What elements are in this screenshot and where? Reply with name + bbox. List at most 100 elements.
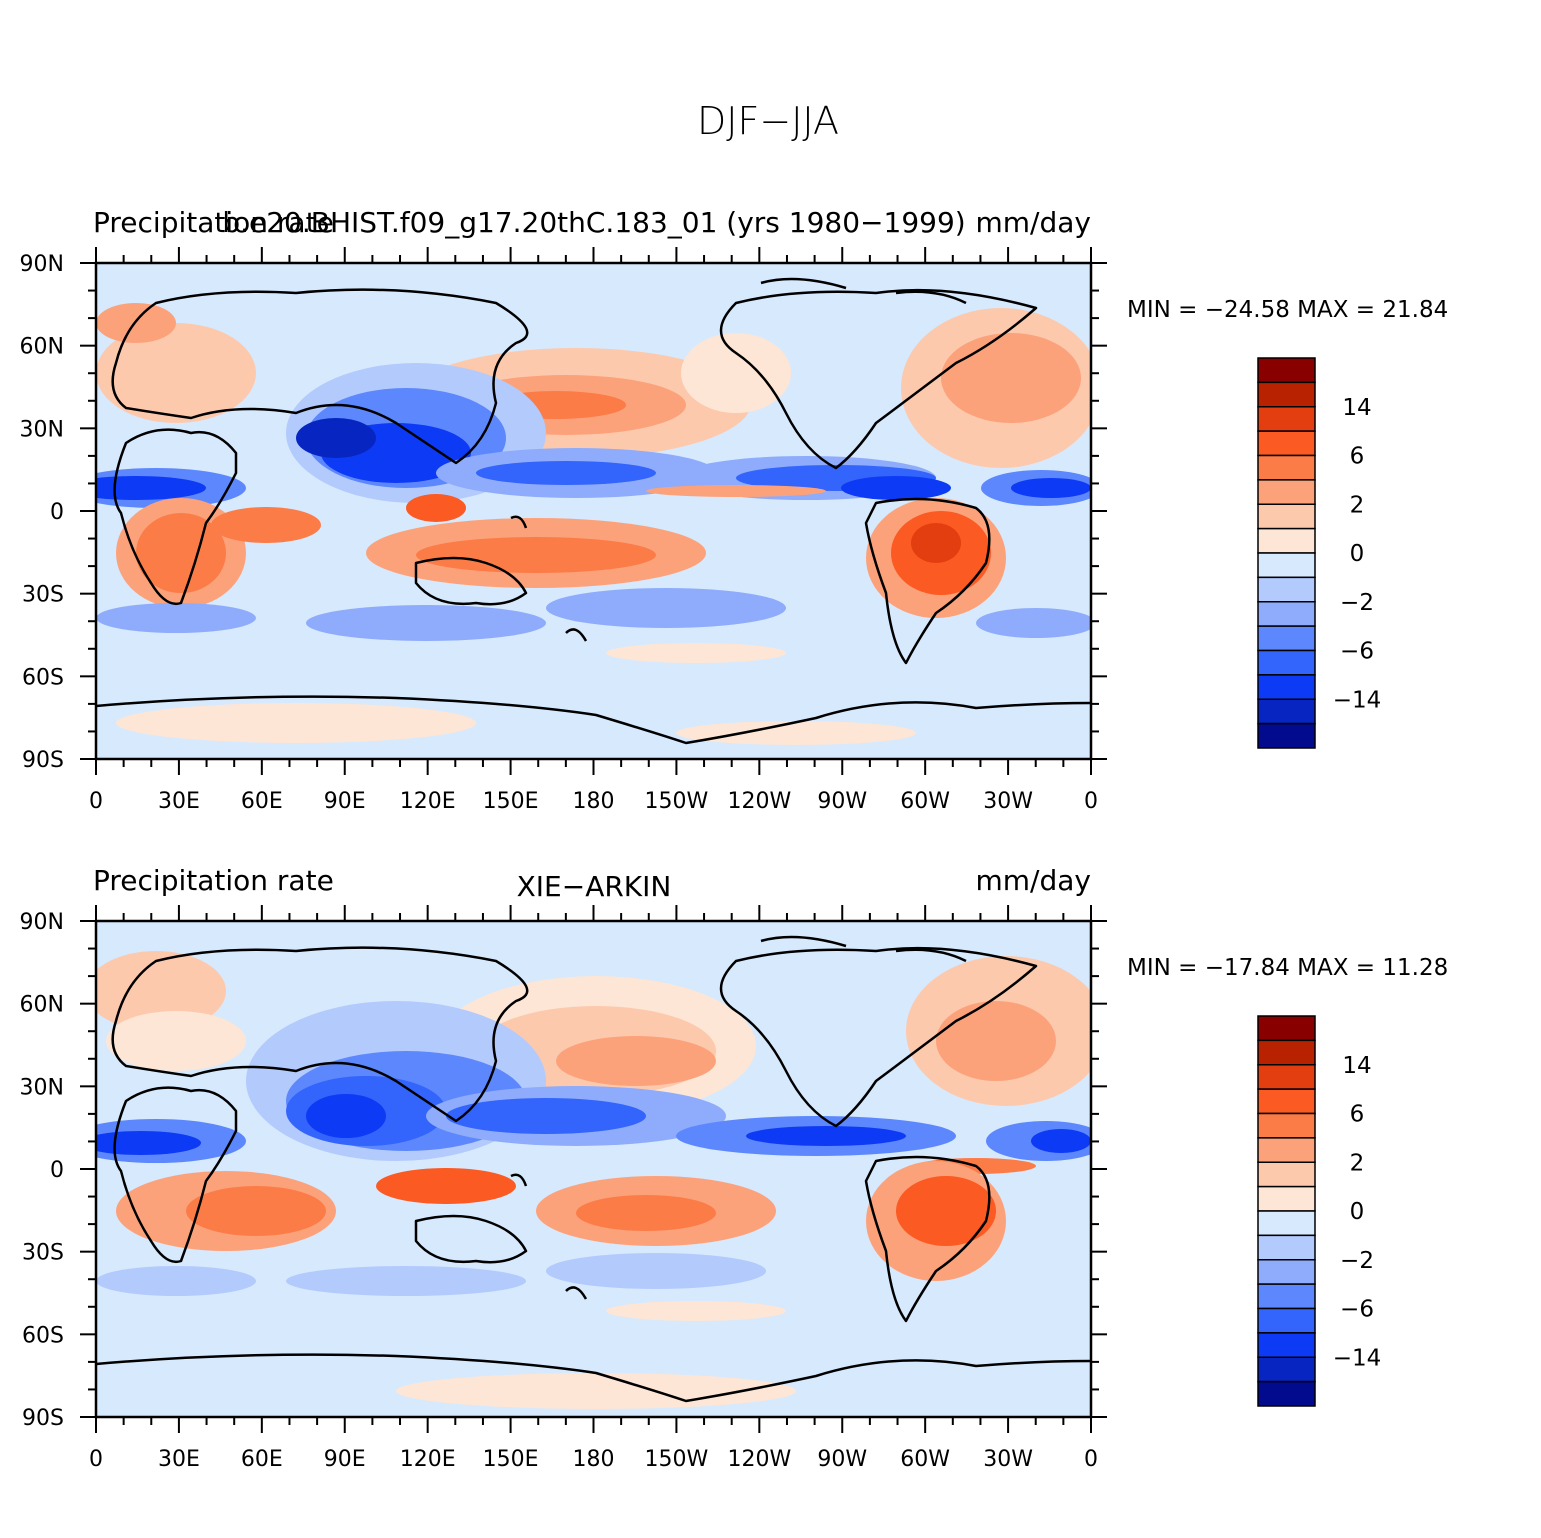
colorbar-swatch	[1257, 625, 1316, 652]
lat-label: 90S	[22, 748, 64, 773]
precip-map	[96, 263, 1091, 759]
colorbar-label: −14	[1333, 687, 1382, 713]
colorbar-swatch	[1257, 1259, 1316, 1285]
lon-label: 150E	[483, 1447, 539, 1472]
lon-label: 120W	[727, 1447, 791, 1472]
colorbar-swatch	[1257, 1112, 1316, 1139]
lon-axis-labels: 0 30E 60E 90E 120E 150E 180 150W 120W 90W 60W 30W 0	[89, 1447, 1098, 1472]
lat-label: 0	[50, 1158, 64, 1183]
lat-label: 90N	[20, 910, 64, 935]
lon-label: 30E	[158, 789, 200, 814]
colorbar-swatch	[1257, 503, 1316, 530]
lon-label: 60E	[241, 789, 283, 814]
lon-label: 0	[1084, 789, 1098, 814]
lat-label: 60S	[22, 665, 64, 690]
lon-label: 30W	[983, 1447, 1033, 1472]
colorbar-label: −6	[1340, 639, 1374, 665]
colorbar-swatch	[1257, 674, 1316, 700]
panel-left-label: Precipitation rate	[93, 864, 334, 897]
lon-label: 120E	[400, 1447, 456, 1472]
lat-label: 90S	[22, 1406, 64, 1431]
colorbar-label: 0	[1350, 541, 1365, 567]
lon-axis-labels: 0 30E 60E 90E 120E 150E 180 150W 120W 90W 60W 30W 0	[89, 789, 1098, 814]
colorbar-swatch	[1257, 601, 1316, 627]
lat-axis-labels: 90N 60N 30N 0 30S 60S 90S	[20, 910, 64, 1431]
min-max-label: MIN = −17.84 MAX = 11.28	[1127, 955, 1448, 981]
lat-axis-labels: 90N 60N 30N 0 30S 60S 90S	[20, 252, 64, 773]
colorbar-label: −2	[1340, 1248, 1374, 1274]
colorbar-swatch	[1257, 1210, 1316, 1237]
colorbar-label: 6	[1350, 1102, 1365, 1128]
colorbar-label: 14	[1342, 395, 1371, 421]
colorbar-label: 14	[1342, 1053, 1371, 1079]
lat-label: 30S	[22, 583, 64, 608]
colorbar-swatch	[1257, 527, 1316, 554]
lat-label: 30N	[20, 1075, 64, 1100]
lon-label: 150W	[645, 1447, 709, 1472]
lat-label: 0	[50, 500, 64, 525]
colorbar-label: 2	[1350, 1150, 1365, 1176]
colorbar-swatch	[1257, 698, 1316, 725]
colorbar-swatch	[1257, 406, 1316, 432]
colorbar-swatch	[1257, 1283, 1316, 1310]
colorbar-swatch	[1257, 1356, 1316, 1383]
panel-center-label: XIE−ARKIN	[517, 870, 672, 903]
colorbar-swatch	[1257, 1234, 1316, 1261]
colorbar-swatch	[1257, 381, 1316, 408]
colorbar-swatch	[1257, 1161, 1316, 1188]
colorbar-label: 0	[1350, 1199, 1365, 1225]
colorbar-label: −6	[1340, 1297, 1374, 1323]
colorbar-label: 6	[1350, 444, 1365, 470]
colorbar-label: −14	[1333, 1345, 1382, 1371]
colorbar-swatch	[1257, 1039, 1316, 1066]
lon-label: 90E	[324, 789, 366, 814]
colorbar-label: 2	[1350, 492, 1365, 518]
lat-label: 60N	[20, 335, 64, 360]
colorbar-label: −2	[1340, 590, 1374, 616]
lon-label: 60E	[241, 1447, 283, 1472]
lon-label: 0	[89, 789, 103, 814]
coastlines	[96, 277, 1091, 745]
colorbar-swatch	[1257, 357, 1316, 384]
panel-left-label: Precipitation rate	[93, 206, 334, 239]
colorbar: 14 6 2 0 −2 −6 −14	[1257, 1015, 1382, 1407]
coastlines	[96, 935, 1091, 1403]
colorbar: 14 6 2 0 −2 −6 −14	[1257, 357, 1382, 749]
lon-label: 30E	[158, 1447, 200, 1472]
lon-label: 90W	[817, 789, 867, 814]
colorbar-swatch	[1257, 430, 1316, 457]
map-ticks	[80, 905, 1107, 1433]
colorbar-swatch	[1257, 722, 1316, 749]
lon-label: 120E	[400, 789, 456, 814]
lat-label: 60N	[20, 993, 64, 1018]
lon-label: 180	[573, 789, 615, 814]
ocean-land-fields	[96, 303, 1091, 745]
colorbar-swatch	[1257, 479, 1316, 505]
lat-label: 60S	[22, 1323, 64, 1348]
colorbar-swatch	[1257, 1088, 1316, 1115]
colorbar-swatch	[1257, 1137, 1316, 1163]
panel-center-label: b.e20.BHIST.f09_g17.20thC.183_01 (yrs 19…	[222, 206, 965, 239]
lon-label: 0	[89, 1447, 103, 1472]
lon-label: 30W	[983, 789, 1033, 814]
panel-right-label: mm/day	[976, 864, 1092, 897]
map-ticks	[80, 247, 1107, 775]
min-max-label: MIN = −24.58 MAX = 21.84	[1127, 297, 1448, 323]
ocean-land-fields	[96, 951, 1091, 1409]
colorbar-swatch	[1257, 1380, 1316, 1407]
colorbar-swatch	[1257, 1332, 1316, 1358]
precip-map	[96, 921, 1091, 1417]
lat-label: 90N	[20, 252, 64, 277]
lon-label: 180	[573, 1447, 615, 1472]
lon-label: 90W	[817, 1447, 867, 1472]
colorbar-swatch	[1257, 1307, 1316, 1334]
lon-label: 60W	[900, 1447, 950, 1472]
colorbar-swatch	[1257, 1015, 1316, 1042]
panel-model: Precipitation rate b.e20.BHIST.f09_g17.2…	[20, 206, 1449, 814]
lat-label: 30N	[20, 417, 64, 442]
colorbar-swatch	[1257, 454, 1316, 481]
panel-observed: Precipitation rate XIE−ARKIN mm/day MIN …	[20, 864, 1449, 1472]
lon-label: 0	[1084, 1447, 1098, 1472]
lon-label: 150W	[645, 789, 709, 814]
